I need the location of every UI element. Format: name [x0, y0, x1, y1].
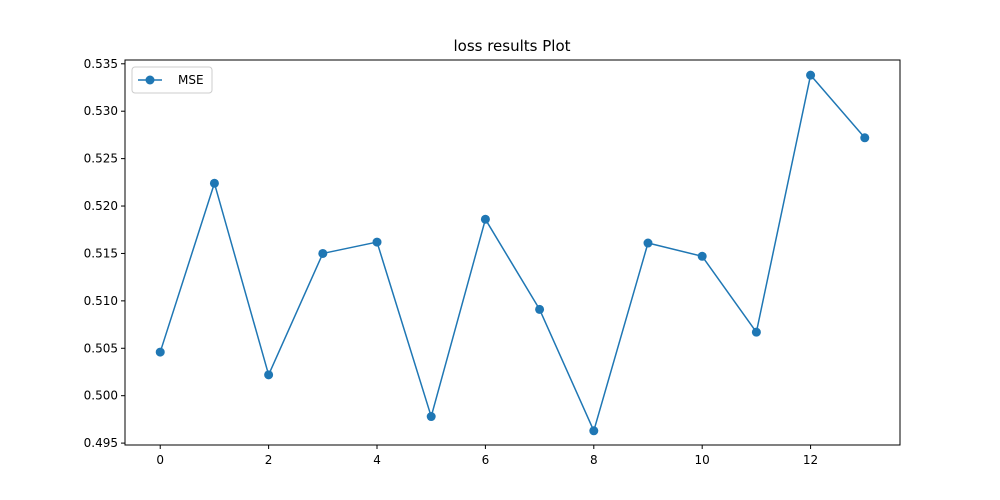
data-point — [426, 412, 436, 422]
x-tick-label: 2 — [265, 453, 273, 467]
legend: MSE — [131, 66, 213, 94]
data-point — [372, 237, 382, 247]
y-tick-label: 0.500 — [84, 389, 118, 403]
x-tick-label: 10 — [695, 453, 710, 467]
data-point — [155, 347, 165, 357]
data-point — [318, 248, 328, 258]
legend-label-mse: MSE — [178, 73, 204, 87]
data-point — [806, 70, 816, 80]
y-tick-label: 0.495 — [84, 436, 118, 450]
legend-marker-swatch — [145, 75, 155, 85]
data-point — [209, 178, 219, 188]
data-point — [264, 370, 274, 380]
x-tick-label: 8 — [590, 453, 598, 467]
series-layer — [155, 70, 870, 436]
chart-title: loss results Plot — [453, 37, 570, 55]
y-tick-label: 0.520 — [84, 199, 118, 213]
y-tick-label: 0.525 — [84, 152, 118, 166]
x-tick-label: 12 — [803, 453, 818, 467]
data-point — [643, 238, 653, 248]
plot-frame — [124, 59, 901, 446]
x-tick-label: 6 — [482, 453, 490, 467]
y-tick-label: 0.505 — [84, 341, 118, 355]
y-tick-label: 0.510 — [84, 294, 118, 308]
x-tick-label: 4 — [373, 453, 381, 467]
series-line-mse — [159, 74, 866, 432]
y-tick-label: 0.530 — [84, 104, 118, 118]
x-axis-ticks: 0 2 4 6 8 10 12 — [156, 445, 818, 467]
data-point — [480, 214, 490, 224]
data-point — [589, 426, 599, 436]
data-point — [751, 327, 761, 337]
y-axis-ticks: 0.495 0.500 0.505 0.510 0.515 0.520 0.525 0.530… — [84, 57, 125, 450]
data-point — [697, 251, 707, 261]
x-tick-label: 0 — [156, 453, 164, 467]
data-point — [535, 304, 545, 314]
y-tick-label: 0.535 — [84, 57, 118, 71]
legend-box — [131, 66, 213, 94]
data-point — [860, 133, 870, 143]
y-tick-label: 0.515 — [84, 246, 118, 260]
